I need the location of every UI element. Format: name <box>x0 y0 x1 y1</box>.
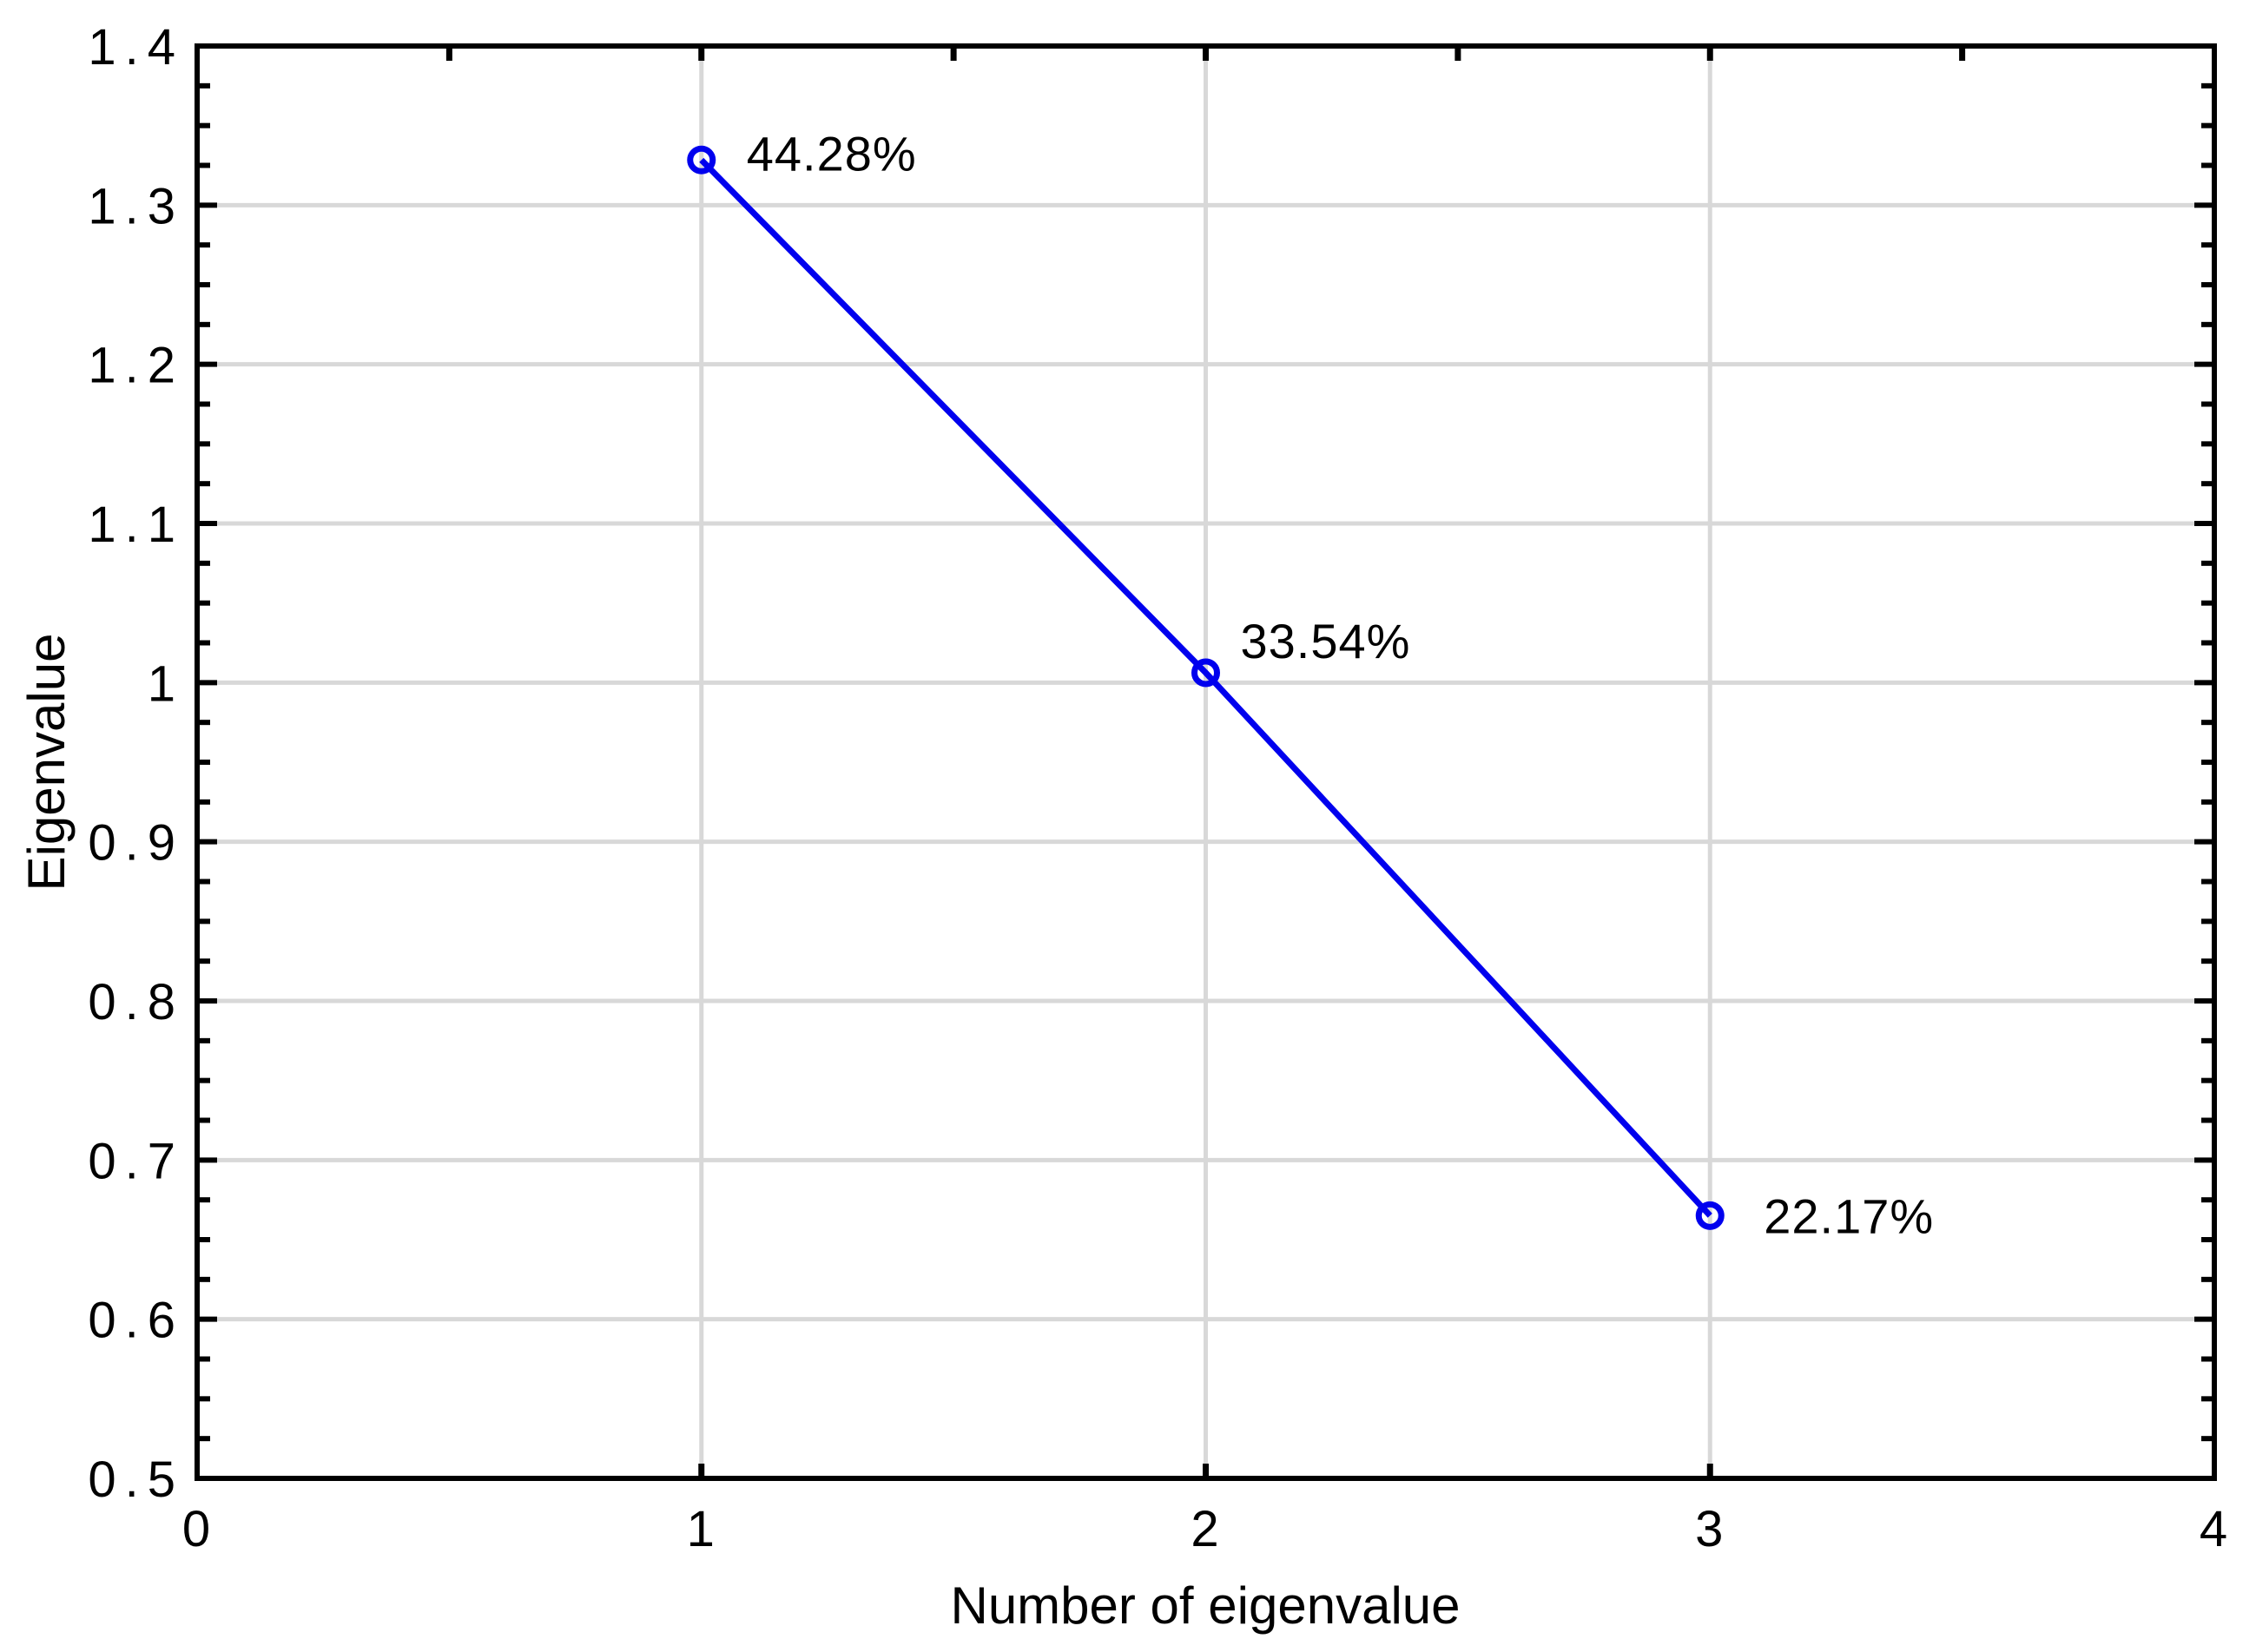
data-point-marker <box>1191 658 1220 688</box>
x-tick-label: 0 <box>182 1501 212 1557</box>
y-tick-label: 1 <box>148 655 184 712</box>
data-point-marker <box>687 145 716 174</box>
y-axis-title: Eigenvalue <box>17 634 76 892</box>
plot-frame <box>195 43 2217 1481</box>
data-point-label: 22.17% <box>1764 1188 1934 1243</box>
y-tick-label: 0.7 <box>88 1133 184 1189</box>
y-tick-label: 0.5 <box>88 1451 184 1508</box>
tick-labels: 0.5 0.6 0.7 0.8 0.9 1 1.1 1.2 1.3 1.4 0 1 2 3 4 <box>88 19 2229 1557</box>
y-tick-label: 1.2 <box>88 338 184 394</box>
x-tick-label: 1 <box>687 1501 716 1557</box>
data-point-label: 44.28% <box>747 126 917 181</box>
y-tick-label: 0.9 <box>88 815 184 872</box>
x-tick-label: 3 <box>1695 1501 1725 1557</box>
gridlines <box>197 46 2214 1478</box>
data-point-marker <box>1695 1201 1725 1230</box>
axis-frame <box>195 43 2217 1481</box>
y-tick-label: 1.3 <box>88 178 184 234</box>
y-tick-label: 0.8 <box>88 974 184 1030</box>
x-axis-title: Number of eigenvalue <box>950 1576 1460 1635</box>
y-tick-label: 0.6 <box>88 1293 184 1349</box>
data-series: 44.28% 33.54% 22.17% <box>687 126 1934 1243</box>
y-tick-label: 1.1 <box>88 497 184 553</box>
x-tick-label: 4 <box>2200 1501 2229 1557</box>
series-line <box>699 157 1712 1218</box>
x-tick-label: 2 <box>1191 1501 1220 1557</box>
data-point-label: 33.54% <box>1241 614 1411 668</box>
y-tick-label: 1.4 <box>88 19 184 76</box>
